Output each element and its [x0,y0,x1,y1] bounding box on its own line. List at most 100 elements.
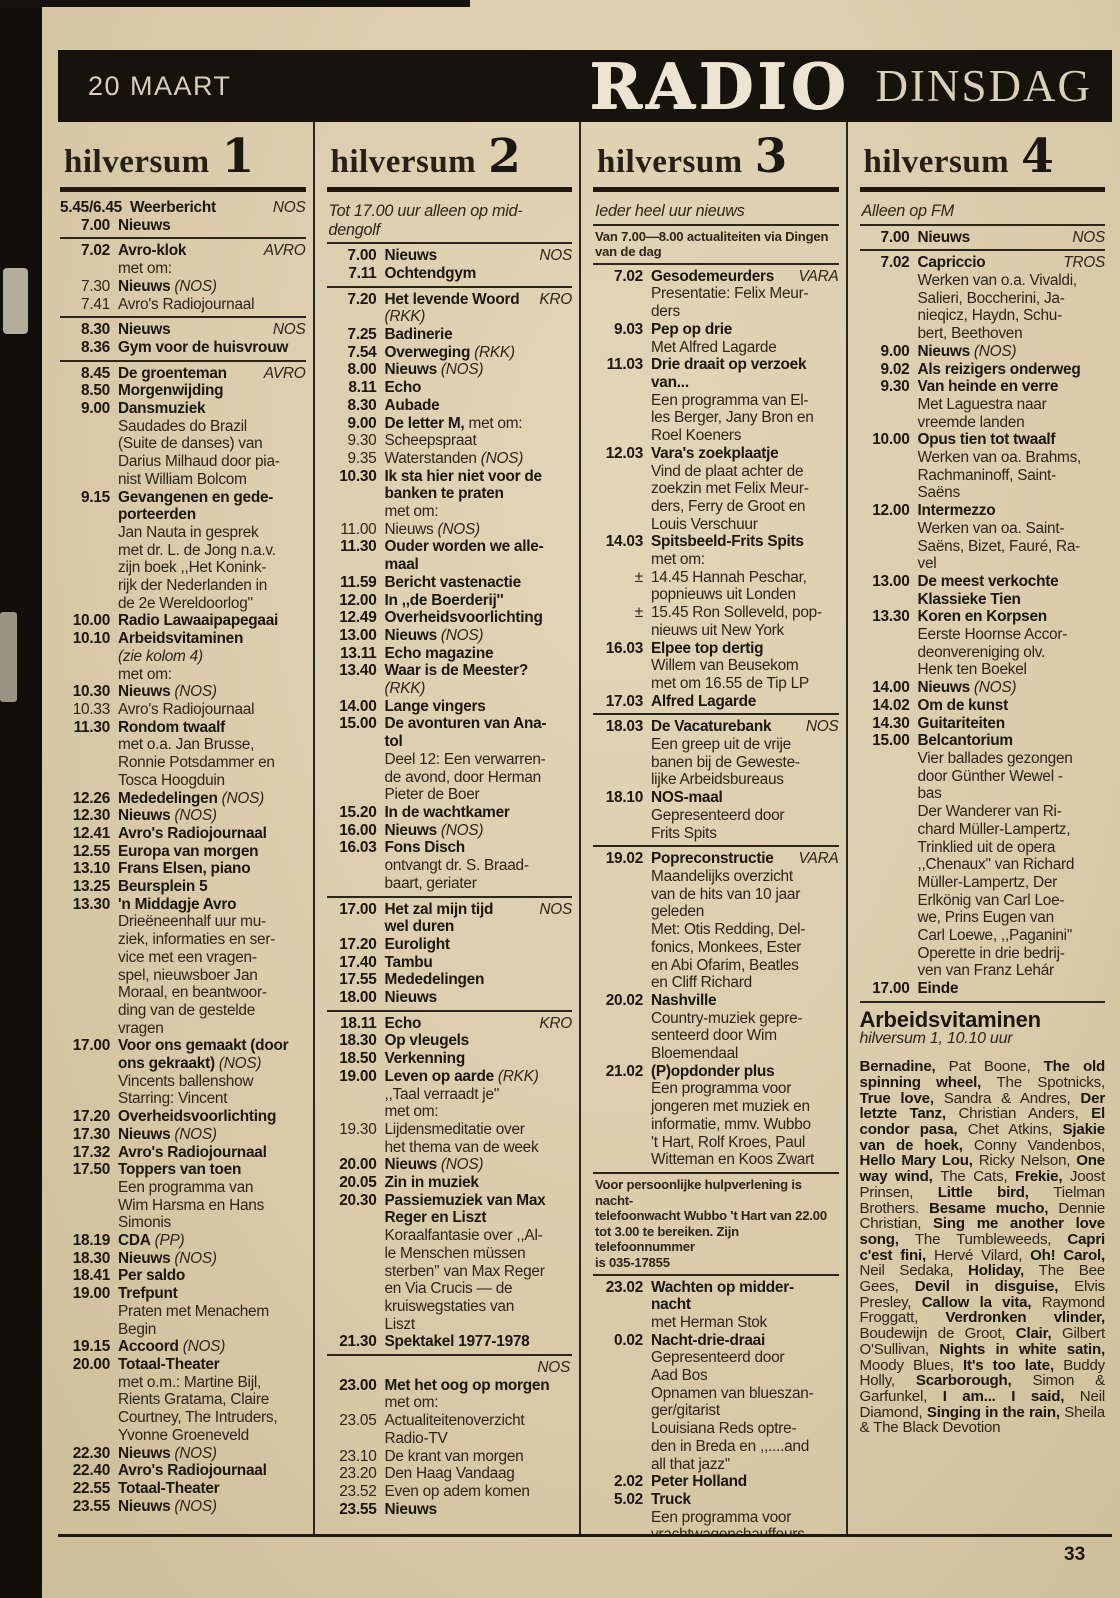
entry-description: sterben'' van Max Reger [384,1262,545,1280]
network-suffix: (NOS) [170,1444,217,1462]
network-label: NOS [1072,228,1105,246]
entry-content: Nieuws (NOS) [918,679,1106,697]
entry-time: 12.03 [605,444,644,462]
entry-line: ±15.45 Ron Solleveld, pop- [593,604,839,622]
listing-entry: 13.10 Frans Elsen, piano [60,860,306,878]
entry-content: Fons Disch [385,839,573,857]
entry-content: Gym voor de huisvrouw [118,339,306,357]
entry-line: 21.30 Spektakel 1977-1978 [327,1333,573,1351]
entry-description: informatie, mmv. Wubbo [651,1115,811,1133]
entry-description: ziek, informaties en ser- [118,931,276,949]
separator-rule [326,285,572,288]
song-title: Hello Mary Lou, [859,1152,979,1170]
entry-title: Leven op aarde [384,1067,495,1085]
listing-entry: 23.05 Actualiteitenoverzicht Radio-TV [327,1412,573,1447]
network-suffix: (NOS) [433,520,480,538]
artist-name: The Tumbleweeds, [914,1230,1068,1248]
listing-entry: 23.52 Even op adem komen [327,1483,573,1501]
entry-description: Drieëneenhalf uur mu- [118,913,266,931]
listing-entry: 17.20 Overheidsvoorlichting [60,1108,306,1126]
entry-title: Ouder worden we alle-maal [384,538,544,574]
entry-content: In de wachtkamer [385,804,573,822]
note-line: dengolf [328,220,381,239]
entry-title: Avro's Radiojournaal [118,295,255,313]
listing-entry: 7.00 NOS Nieuws [327,247,573,265]
separator-rule [593,223,839,226]
entry-time: 8.45 [81,364,110,382]
listing-entry: ±14.45 Hannah Peschar, popnieuws uit Lond… [593,569,839,604]
entry-time: 9.00 [81,400,110,418]
entry-content: Overweging (RKK) [385,344,573,362]
entry-description: Een programma voor [651,1508,792,1526]
entry-time: 14.30 [872,714,910,732]
entry-description: den in Breda en ,,....and [651,1437,810,1455]
entry-description: kruiswegstaties van [384,1297,515,1315]
entry-line: 18.50 Verkenning [327,1050,573,1068]
network-suffix: (NOS) [436,821,484,839]
feature-title: Arbeidsvitaminen [859,1006,1042,1032]
listing-entry: 11.30 Ouder worden we alle-maal [327,538,573,573]
entry-line: 16.03 Fons Disch [327,839,573,857]
entry-time: ± [634,604,643,622]
entry-title: Nieuws [384,361,438,379]
entry-title: Morgenwijding [118,382,224,400]
entry-description: en Abi Ofarim, Beatles [651,956,799,974]
entry-title: Spitsbeeld-Frits Spits [651,533,804,551]
entry-description: Darius Milhaud door pia- [118,453,280,471]
listing-entry: 9.02 Als reizigers onderweg [860,361,1106,379]
entry-line: 18.19 CDA (PP) [60,1232,306,1250]
entry-content: Alfred Lagarde [651,693,839,711]
listing-entry: 7.02 TROS Capriccio Werken van o.a. Vivaldi… [860,254,1106,343]
entry-time: 18.50 [339,1050,377,1068]
entry-content: Frans Elsen, piano [118,860,306,878]
entry-line: 15.00 De avonturen van Ana-tol [327,715,573,750]
network-suffix: (NOS) [170,1249,217,1267]
entry-title: Gesodemeurders [651,267,775,285]
entry-description: Saëns, Bizet, Fauré, Ra- [917,537,1081,555]
entry-title: Ik sta hier niet voor de banken te praten [384,467,543,503]
listing-entry: 20.30 Passiemuziek van Max Reger en Liszt K… [327,1192,573,1334]
entry-description: Werken van oa. Brahms, [917,449,1082,467]
song-title: Der letzte Tanz, [859,1089,1106,1123]
entry-title: Tambu [384,953,433,971]
separator-rule [593,262,839,265]
entry-title: De groenteman [118,364,227,382]
separator-rule [593,845,839,848]
listing-entry: 18.50 Verkenning [327,1050,573,1068]
song-title: Clair, [1015,1325,1062,1343]
song-title: Scarborough, [915,1372,1033,1390]
entry-description: met om: [118,260,172,278]
listing-entry: 21.30 Spektakel 1977-1978 [327,1333,573,1351]
entry-title: Nieuws [118,277,171,295]
entry-title: Belcantorium [917,732,1014,750]
entry-line: 8.30 Aubade [327,397,573,415]
entry-content: Nieuws (NOS) [118,1498,306,1516]
entry-time: 7.00 [81,216,110,234]
entry-title: Eurolight [384,935,451,953]
entry-line: 5.02 Truck [593,1491,839,1509]
entry-description: (RKK) [384,308,426,326]
artist-name: Neil Sedaka, [859,1262,969,1280]
separator-rule [859,1000,1105,1003]
entry-title: Scheepspraat [384,432,477,450]
listing-entry: 14.02 Om de kunst [860,697,1106,715]
entry-time: 19.15 [72,1338,111,1356]
entry-time: 9.30 [347,432,377,450]
entry-content: Nieuws [385,1501,573,1519]
entry-time: 9.03 [614,320,643,338]
entry-content: Zin in muziek [385,1174,573,1192]
entry-description: Eerste Hoornse Accor- [917,626,1068,644]
listing-entry: 17.40 Tambu [327,954,573,972]
entry-description: vel [917,555,937,573]
listing-entry: 18.03 NOS De Vacaturebank Een greep uit de … [593,718,839,789]
song-title: It's too late, [963,1356,1064,1374]
station-name: hilversum [597,144,743,180]
entry-time: 0.02 [614,1331,643,1349]
entry-line: 17.03 Alfred Lagarde [593,693,839,711]
listing-entry: 23.02 Wachten op midder-nacht met Herman S… [593,1279,839,1332]
station-header-4: hilversum 4 [859,122,1105,192]
entry-line: 11.30 Ouder worden we alle-maal [327,538,573,573]
song-title: Bernadine, [859,1058,949,1076]
entry-description: we, Prins Eugen van [917,909,1055,927]
listing-entry: 21.02 (P)opdonder plus Een programma voor j… [593,1063,839,1169]
